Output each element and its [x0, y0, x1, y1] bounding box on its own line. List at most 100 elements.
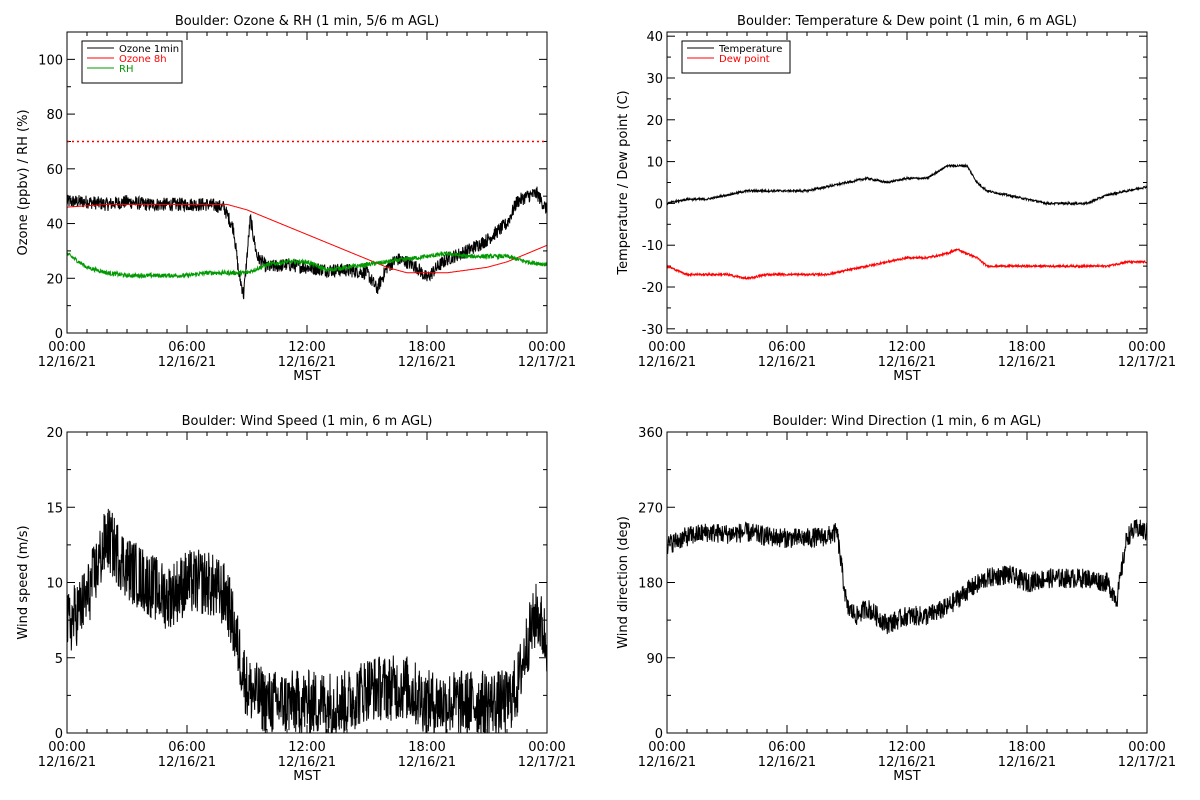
y-tick-label: 20 — [46, 426, 63, 441]
chart-title: Boulder: Temperature & Dew point (1 min,… — [737, 14, 1077, 29]
chart-panel-1: Boulder: Ozone & RH (1 min, 5/6 m AGL) 0 2… — [16, 14, 576, 384]
y-tick-label: 40 — [646, 30, 663, 45]
x-tick-label-time: 00:00 — [648, 740, 685, 755]
x-tick-label-time: 00:00 — [528, 740, 565, 755]
x-axis-label: MST — [293, 769, 320, 784]
x-tick-label-time: 06:00 — [168, 340, 205, 355]
x-tick-label-date: 12/16/21 — [878, 755, 936, 770]
chart-title: Boulder: Wind Direction (1 min, 6 m AGL) — [773, 414, 1042, 429]
x-tick-label-time: 00:00 — [1128, 340, 1165, 355]
legend-label: RH — [119, 64, 133, 75]
x-tick-label-time: 00:00 — [48, 340, 85, 355]
chart-panel-3: Boulder: Wind Speed (1 min, 6 m AGL) 0 5 10… — [16, 414, 576, 784]
plot-area — [667, 519, 1147, 635]
y-axis-label: Wind speed (m/s) — [16, 525, 31, 639]
y-tick-label: 10 — [46, 577, 63, 592]
y-tick-label: 40 — [46, 218, 63, 233]
y-tick-label: -30 — [642, 323, 663, 338]
series-line-3 — [67, 250, 547, 280]
series-line-1 — [67, 186, 547, 300]
y-tick-label: 60 — [46, 163, 63, 178]
x-tick-label-date: 12/16/21 — [158, 755, 216, 770]
series-line-2 — [67, 203, 547, 274]
y-tick-label: 100 — [38, 53, 63, 68]
chart-title: Boulder: Ozone & RH (1 min, 5/6 m AGL) — [175, 14, 439, 29]
x-tick-label-time: 12:00 — [888, 740, 925, 755]
series-line-1 — [667, 163, 1147, 207]
plot-frame — [66, 431, 548, 734]
plot-frame — [666, 31, 1148, 334]
x-axis-label: MST — [293, 369, 320, 384]
x-tick-label-date: 12/16/21 — [38, 355, 96, 370]
x-tick-label-date: 12/16/21 — [878, 355, 936, 370]
x-axis-label: MST — [893, 369, 920, 384]
legend-label: Ozone 1min — [119, 44, 179, 55]
legend-label: Temperature — [718, 44, 782, 55]
x-tick-label-date: 12/16/21 — [998, 755, 1056, 770]
y-tick-label: 20 — [46, 272, 63, 287]
x-tick-label-date: 12/16/21 — [998, 355, 1056, 370]
x-tick-label-time: 06:00 — [768, 740, 805, 755]
x-tick-label-time: 12:00 — [288, 340, 325, 355]
x-tick-label-date: 12/16/21 — [398, 355, 456, 370]
x-tick-label-date: 12/16/21 — [38, 755, 96, 770]
x-tick-label-date: 12/16/21 — [758, 755, 816, 770]
series-line-1 — [667, 519, 1147, 635]
y-axis-label: Temperature / Dew point (C) — [616, 90, 631, 275]
y-tick-label: 0 — [655, 197, 663, 212]
series-line-2 — [667, 248, 1147, 281]
series-line-1 — [67, 508, 547, 733]
x-tick-label-time: 06:00 — [768, 340, 805, 355]
y-tick-label: 0 — [55, 727, 63, 742]
y-tick-label: 360 — [638, 426, 663, 441]
chart-panel-4: Boulder: Wind Direction (1 min, 6 m AGL)… — [616, 414, 1176, 784]
x-tick-label-date: 12/16/21 — [638, 755, 696, 770]
y-axis-label: Wind direction (deg) — [616, 516, 631, 649]
plot-area — [67, 140, 547, 300]
y-tick-label: 80 — [46, 108, 63, 123]
x-tick-label-date: 12/16/21 — [398, 755, 456, 770]
x-axis-label: MST — [893, 769, 920, 784]
x-tick-label-time: 18:00 — [1008, 340, 1045, 355]
plot-frame — [666, 431, 1148, 734]
y-tick-label: 30 — [646, 72, 663, 87]
legend-box — [681, 40, 791, 74]
y-tick-label: 90 — [646, 652, 663, 667]
x-tick-label-time: 00:00 — [48, 740, 85, 755]
plot-area — [667, 163, 1147, 281]
chart-title: Boulder: Wind Speed (1 min, 6 m AGL) — [182, 414, 433, 429]
y-tick-label: 15 — [46, 501, 63, 516]
x-tick-label-time: 00:00 — [1128, 740, 1165, 755]
x-tick-label-date: 12/17/21 — [1118, 755, 1176, 770]
legend-label: Dew point — [719, 54, 770, 65]
x-tick-label-date: 12/17/21 — [518, 355, 576, 370]
y-tick-label: -20 — [642, 281, 663, 296]
y-axis-label: Ozone (ppbv) / RH (%) — [16, 109, 31, 255]
y-tick-label: 0 — [55, 327, 63, 342]
x-tick-label-date: 12/16/21 — [758, 355, 816, 370]
x-tick-label-time: 18:00 — [408, 740, 445, 755]
x-tick-label-time: 06:00 — [168, 740, 205, 755]
x-tick-label-date: 12/16/21 — [278, 755, 336, 770]
plot-area — [67, 508, 547, 733]
x-tick-label-time: 00:00 — [528, 340, 565, 355]
y-tick-label: 10 — [646, 156, 663, 171]
x-tick-label-time: 12:00 — [288, 740, 325, 755]
y-tick-label: 270 — [638, 501, 663, 516]
x-tick-label-time: 00:00 — [648, 340, 685, 355]
y-tick-label: -10 — [642, 239, 663, 254]
y-tick-label: 5 — [55, 652, 63, 667]
x-tick-label-date: 12/16/21 — [638, 355, 696, 370]
x-tick-label-time: 18:00 — [408, 340, 445, 355]
x-tick-label-time: 18:00 — [1008, 740, 1045, 755]
legend-label: Ozone 8h — [119, 54, 167, 65]
plot-frame — [66, 31, 548, 334]
x-tick-label-date: 12/16/21 — [278, 355, 336, 370]
y-tick-label: 20 — [646, 114, 663, 129]
x-tick-label-date: 12/17/21 — [1118, 355, 1176, 370]
y-tick-label: 0 — [655, 727, 663, 742]
chart-panel-2: Boulder: Temperature & Dew point (1 min,… — [616, 14, 1176, 384]
